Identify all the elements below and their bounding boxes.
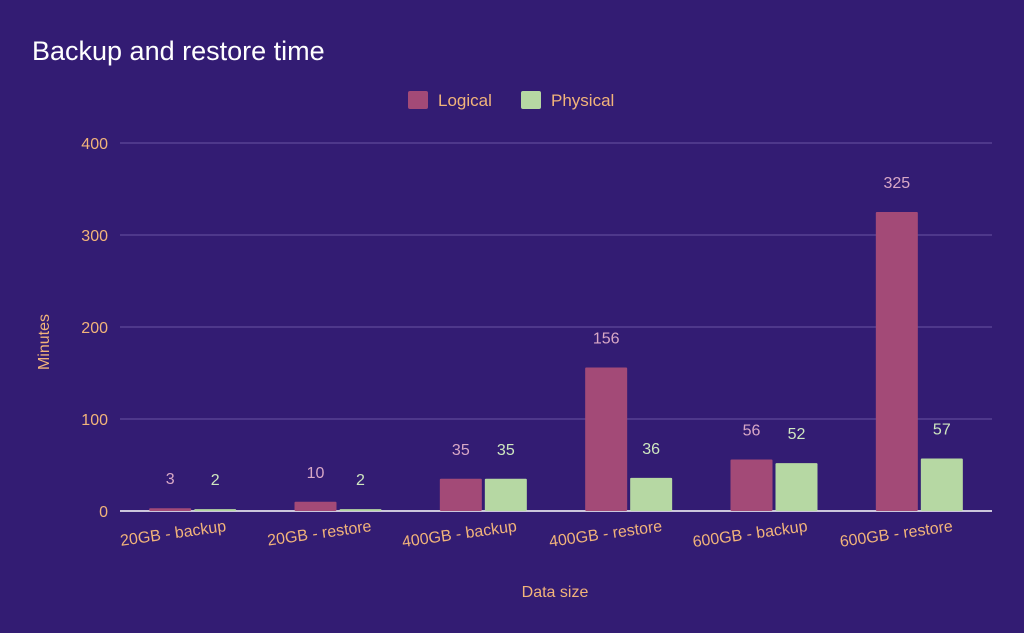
bar-logical bbox=[439, 478, 482, 511]
bar-logical bbox=[149, 508, 192, 511]
y-tick-label: 400 bbox=[81, 136, 108, 153]
bars bbox=[149, 212, 963, 511]
gridlines bbox=[120, 142, 992, 512]
x-axis-ticks: 20GB - backup 20GB - restore 400GB - backu… bbox=[119, 518, 954, 551]
data-label-physical: 2 bbox=[356, 472, 365, 489]
bar-logical bbox=[294, 501, 337, 511]
x-tick-label: 20GB - restore bbox=[266, 518, 372, 549]
data-label-logical: 56 bbox=[743, 422, 761, 439]
bar-physical bbox=[194, 509, 237, 511]
x-axis-title: Data size bbox=[522, 584, 589, 601]
data-label-physical: 2 bbox=[211, 472, 220, 489]
data-label-physical: 35 bbox=[497, 442, 515, 459]
y-axis-ticks: 0 100 200 300 400 bbox=[81, 136, 108, 521]
x-tick-label: 400GB - backup bbox=[401, 518, 518, 551]
legend: Logical Physical bbox=[408, 91, 614, 110]
data-label-logical: 156 bbox=[593, 330, 620, 347]
y-tick-label: 100 bbox=[81, 412, 108, 429]
bar-logical bbox=[730, 459, 773, 511]
x-tick-label: 600GB - backup bbox=[692, 518, 809, 551]
bar-physical bbox=[339, 509, 382, 511]
legend-label-physical: Physical bbox=[551, 91, 614, 110]
bar-physical bbox=[484, 478, 527, 511]
legend-swatch-physical bbox=[521, 91, 541, 109]
bar-logical bbox=[585, 367, 628, 511]
bar-physical bbox=[775, 463, 818, 511]
y-axis-title: Minutes bbox=[36, 314, 53, 370]
data-label-logical: 10 bbox=[307, 465, 325, 482]
data-label-logical: 3 bbox=[166, 471, 175, 488]
data-labels: 3 2 10 2 35 35 156 36 56 52 325 57 bbox=[166, 175, 951, 489]
chart-title: Backup and restore time bbox=[32, 36, 325, 66]
data-label-logical: 325 bbox=[883, 175, 910, 192]
data-label-physical: 57 bbox=[933, 422, 951, 439]
data-label-logical: 35 bbox=[452, 442, 470, 459]
x-tick-label: 400GB - restore bbox=[548, 518, 663, 551]
bar-physical bbox=[630, 477, 673, 511]
y-tick-label: 200 bbox=[81, 320, 108, 337]
bar-physical bbox=[920, 458, 963, 511]
legend-label-logical: Logical bbox=[438, 91, 492, 110]
y-tick-label: 0 bbox=[99, 504, 108, 521]
x-tick-label: 600GB - restore bbox=[839, 518, 954, 551]
x-tick-label: 20GB - backup bbox=[119, 518, 227, 550]
bar-logical bbox=[875, 212, 918, 511]
data-label-physical: 52 bbox=[788, 426, 806, 443]
y-tick-label: 300 bbox=[81, 228, 108, 245]
data-label-physical: 36 bbox=[642, 441, 660, 458]
legend-swatch-logical bbox=[408, 91, 428, 109]
